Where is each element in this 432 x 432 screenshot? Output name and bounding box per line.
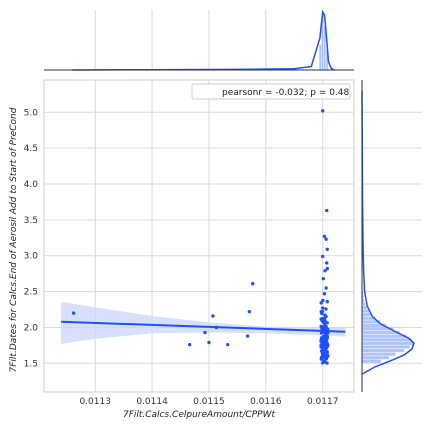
cluster-point-19: [325, 354, 328, 357]
top-hist-bar-2: [324, 26, 326, 70]
right-hist-bar-4: [362, 345, 410, 348]
y-tick-label-6: 4.5: [24, 144, 38, 154]
scatter-point-16: [325, 261, 328, 264]
right-hist-bar-0: [362, 360, 381, 363]
y-axis-label: 7Filt.Dates for Calcs.End of Aerosil Add…: [9, 107, 19, 372]
y-tick-label-5: 4.0: [24, 180, 39, 190]
right-hist-bar-7: [362, 335, 406, 338]
right-hist-bar-1: [362, 356, 389, 359]
main-grid: [44, 80, 354, 392]
right-hist-bar-2: [362, 353, 395, 356]
y-tick-label-4: 3.5: [24, 216, 38, 226]
right-hist-bar-15: [362, 306, 367, 309]
right-hist-bar-3: [362, 349, 404, 352]
scatter-point-9: [251, 282, 254, 285]
y-tick-label-7: 5.0: [24, 108, 39, 118]
x-tick-label-4: 0.0117: [307, 397, 339, 407]
x-tick-label-1: 0.0114: [136, 397, 168, 407]
right-hist-bar-5: [362, 342, 414, 345]
top-kde-curve: [72, 12, 334, 70]
scatter-point-7: [246, 334, 249, 337]
scatter-point-18: [326, 267, 329, 270]
cluster-point-10: [320, 357, 323, 360]
y-tick-label-0: 1.5: [24, 359, 38, 369]
scatter-point-2: [203, 331, 206, 334]
scatter-point-20: [324, 286, 327, 289]
scatter-point-11: [325, 209, 328, 212]
scatter-point-6: [226, 343, 229, 346]
scatter-point-3: [207, 341, 210, 344]
x-tick-label-2: 0.0115: [193, 397, 225, 407]
cluster-point-57: [319, 343, 322, 346]
scatter-point-1: [188, 343, 191, 346]
scatter-point-0: [72, 311, 75, 314]
cluster-point-3: [325, 361, 328, 364]
legend: pearsonr = -0.032; p = 0.48: [192, 84, 350, 99]
y-tick-label-1: 2.0: [24, 323, 39, 333]
top-hist-bar-0: [319, 45, 321, 70]
top-marginal: [44, 12, 354, 70]
cluster-point-120: [324, 307, 327, 310]
scatter-point-12: [323, 235, 326, 238]
x-tick-label-3: 0.0116: [250, 397, 282, 407]
y-tick-label-3: 3.0: [24, 252, 39, 262]
scatter-point-8: [248, 310, 251, 313]
scatter-point-23: [321, 306, 324, 309]
x-tick-label-0: 0.0113: [79, 397, 111, 407]
cluster-point-81: [325, 336, 328, 339]
cluster-point-105: [324, 325, 327, 328]
cluster-point-119: [320, 310, 323, 313]
cluster-point-114: [319, 317, 322, 320]
scatter-point-22: [326, 300, 329, 303]
right-marginal: [362, 80, 414, 392]
cluster-point-116: [323, 313, 326, 316]
right-hist-bar-14: [362, 310, 369, 313]
scatter-point-19: [322, 277, 325, 280]
scatter-point-15: [321, 255, 324, 258]
scatter-point-13: [324, 238, 327, 241]
right-hist-bar-6: [362, 338, 412, 341]
scatter-point-4: [211, 314, 214, 317]
y-tick-label-2: 2.5: [24, 288, 38, 298]
x-tick-labels: 0.0113 0.0114 0.0115 0.0116 0.0117: [79, 397, 338, 407]
scatter-point-14: [326, 248, 329, 251]
main-axes-frame: [44, 80, 354, 392]
scatter-point-10: [321, 109, 324, 112]
top-marginal-grid: [95, 10, 323, 70]
cluster-point-122: [321, 299, 324, 302]
legend-text: pearsonr = -0.032; p = 0.48: [222, 88, 350, 98]
cluster-point-80: [322, 335, 325, 338]
x-axis-label: 7Filt.Calcs.CelpureAmount/CPPWt: [123, 410, 276, 420]
y-tick-labels: 1.5 2.0 2.5 3.0 3.5 4.0 4.5 5.0: [24, 108, 39, 369]
scatter-point-21: [323, 292, 326, 295]
